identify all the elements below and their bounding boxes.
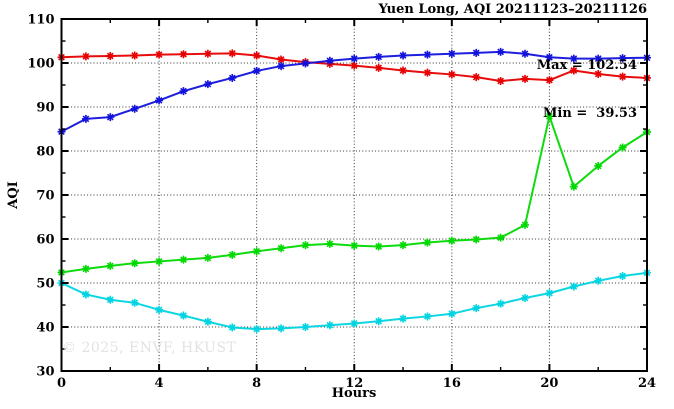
x-tick-label: 16 xyxy=(443,376,461,391)
y-tick-label: 50 xyxy=(36,277,54,292)
minmax-annotation: Max = 102.54 Min = 39.53 xyxy=(537,26,637,154)
x-tick-label: 20 xyxy=(540,376,558,391)
x-tick-label: 24 xyxy=(638,376,656,391)
y-tick-label: 80 xyxy=(36,145,54,160)
x-tick-label: 8 xyxy=(252,376,261,391)
y-tick-label: 90 xyxy=(36,101,54,116)
max-annotation: Max = 102.54 xyxy=(536,58,637,73)
y-tick-label: 100 xyxy=(27,57,54,72)
y-tick-label: 110 xyxy=(27,13,54,28)
y-tick-label: 60 xyxy=(36,233,54,248)
x-tick-label: 4 xyxy=(155,376,164,391)
x-axis-title: Hours xyxy=(331,386,377,401)
y-tick-label: 70 xyxy=(36,189,54,204)
y-tick-label: 40 xyxy=(36,321,54,336)
min-annotation: Min = 39.53 xyxy=(543,106,637,121)
watermark: © 2025, ENVF, HKUST xyxy=(62,340,237,356)
x-tick-label: 12 xyxy=(345,376,363,391)
x-tick-label: 0 xyxy=(57,376,66,391)
chart-title: Yuen Long, AQI 20211123–20211126 xyxy=(378,2,648,17)
y-axis-title: AQI xyxy=(6,181,21,209)
y-tick-label: 30 xyxy=(36,365,54,380)
